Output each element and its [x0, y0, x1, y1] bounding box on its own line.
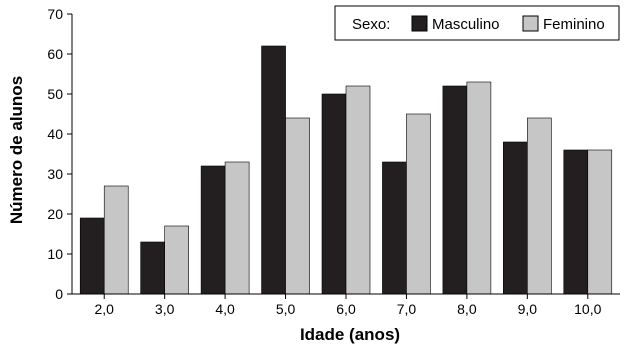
bar-feminino-7-0	[406, 113, 431, 295]
y-tick-label: 60	[47, 46, 63, 62]
bar-feminino-5-0	[285, 117, 310, 295]
bar-feminino-4-0	[224, 161, 250, 295]
bar-feminino-9-0	[527, 117, 552, 295]
x-axis-title: Idade (anos)	[300, 325, 400, 344]
bar-masculino-9-0	[503, 141, 528, 295]
bars-group	[79, 45, 613, 295]
x-tick-label: 7,0	[397, 301, 417, 317]
y-tick-label: 50	[47, 86, 63, 102]
x-tick-label: 2,0	[94, 301, 114, 317]
x-tick-label: 4,0	[215, 301, 235, 317]
y-tick-label: 30	[47, 166, 63, 182]
y-axis-title: Número de alunos	[7, 76, 26, 224]
y-tick-label: 20	[47, 206, 63, 222]
bar-feminino-8-0	[466, 81, 492, 295]
bar-feminino-3-0	[164, 225, 189, 295]
y-tick-label: 70	[47, 6, 63, 22]
legend-label-masculino: Masculino	[432, 16, 500, 33]
y-tick-label: 40	[47, 126, 63, 142]
bar-feminino-2-0	[103, 185, 129, 295]
y-tick-label: 10	[47, 246, 63, 262]
bar-feminino-6-0	[345, 85, 371, 295]
x-ticks-group: 2,0 3,0 4,0 5,0 6,0 7,0 8,0 9,0 10,0	[94, 294, 602, 317]
bar-masculino-6-0	[321, 93, 347, 295]
y-ticks-group: 0 10 20 30 40 50 60 70	[47, 6, 72, 302]
bar-masculino-4-0	[200, 165, 226, 295]
legend-title: Sexo:	[352, 16, 390, 33]
bar-masculino-10-0	[563, 149, 589, 295]
legend-swatch-masculino	[411, 15, 428, 32]
bar-masculino-8-0	[442, 85, 468, 295]
bar-masculino-7-0	[382, 161, 407, 295]
x-tick-label: 9,0	[518, 301, 538, 317]
x-tick-label: 5,0	[276, 301, 296, 317]
x-tick-label: 3,0	[155, 301, 175, 317]
legend: Sexo: Masculino Feminino	[334, 5, 620, 41]
bar-masculino-2-0	[79, 217, 105, 295]
x-tick-label: 6,0	[336, 301, 356, 317]
bar-feminino-10-0	[587, 149, 613, 295]
legend-box	[334, 5, 620, 41]
bar-masculino-3-0	[140, 241, 165, 295]
x-tick-label: 8,0	[457, 301, 477, 317]
legend-label-feminino: Feminino	[543, 16, 605, 33]
x-tick-label: 10,0	[574, 301, 601, 317]
y-tick-label: 0	[55, 286, 63, 302]
legend-swatch-feminino	[522, 15, 539, 32]
bar-masculino-5-0	[261, 45, 286, 295]
